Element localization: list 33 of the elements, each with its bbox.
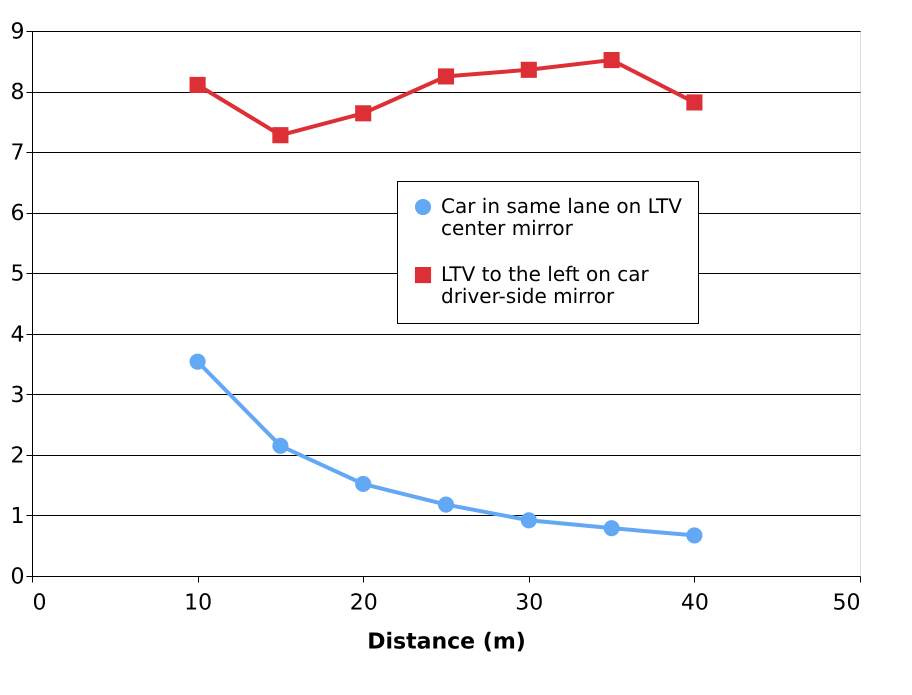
y-tick-label: 6 [10,201,24,226]
x-tick-label: 50 [832,590,860,616]
point [438,68,454,84]
point [355,105,372,122]
y-tick-label: 2 [10,443,24,468]
y-tick-label: 9 [10,20,24,44]
x-tick-label: 30 [515,590,544,616]
x-axis-title: Distance (m) [367,630,526,654]
y-tick-label: 8 [10,80,24,106]
y-tick-label: 7 [10,140,24,166]
y-tick-label: 4 [10,322,24,348]
point [604,52,620,68]
x-tick-label: 40 [680,590,709,616]
point [520,62,537,78]
point [190,354,206,370]
point [686,527,702,544]
point [272,438,288,454]
point [438,496,454,513]
x-tick-label: 20 [350,590,378,616]
x-tick-label: 10 [184,590,212,616]
y-tick-label: 3 [10,382,24,408]
point [272,127,288,144]
y-tick-label: 5 [10,262,24,287]
y-tick-label: 0 [10,564,24,590]
point [604,520,620,536]
y-tick-label: 1 [10,504,24,529]
legend-label: Car in same lane on LTV center mirror [441,194,682,240]
point [520,512,537,528]
point [355,476,372,492]
point [190,76,206,93]
point [686,94,702,111]
legend-label: LTV to the left on car driver-side mirror [441,262,650,308]
x-tick-label: 0 [32,590,46,616]
